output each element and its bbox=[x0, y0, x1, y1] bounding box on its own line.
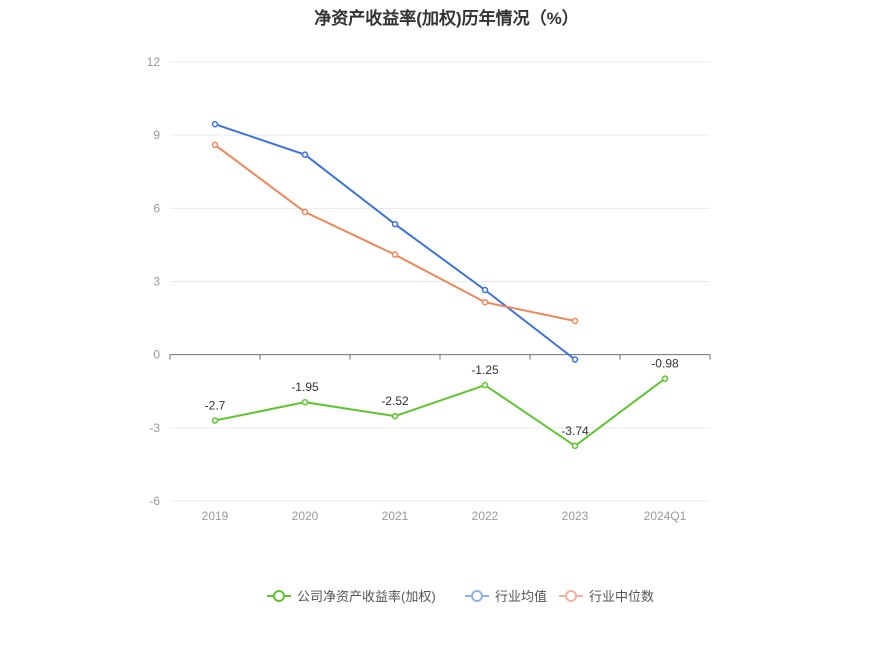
y-tick-label: 3 bbox=[153, 275, 160, 289]
series-lines bbox=[211, 120, 669, 450]
axes: 12 9 6 3 0 -3 -6 2019 2020 2021 2022 2023 2024Q1 bbox=[147, 55, 711, 523]
y-tick-label: 6 bbox=[153, 201, 160, 215]
y-tick-label: 9 bbox=[153, 128, 160, 142]
x-tick-label: 2020 bbox=[292, 509, 319, 523]
data-point bbox=[391, 251, 399, 258]
y-tick-label: 12 bbox=[147, 55, 161, 69]
data-label: -2.52 bbox=[381, 394, 409, 408]
y-tick-label: 0 bbox=[153, 348, 160, 362]
x-tick-label: 2024Q1 bbox=[644, 509, 687, 523]
data-point bbox=[301, 398, 309, 406]
x-tick-label: 2021 bbox=[382, 509, 409, 523]
legend-item[interactable]: 行业中位数 bbox=[559, 589, 654, 604]
legend-item[interactable]: 行业均值 bbox=[465, 589, 547, 604]
data-label: -1.95 bbox=[291, 380, 319, 394]
legend[interactable]: 公司净资产收益率(加权) 行业均值 行业中位数 bbox=[267, 589, 654, 604]
data-point bbox=[481, 381, 489, 389]
data-point bbox=[301, 151, 309, 158]
y-tick-label: -3 bbox=[149, 421, 160, 435]
data-point bbox=[571, 317, 579, 325]
legend-marker bbox=[471, 590, 483, 602]
data-labels: -2.7 -1.95 -2.52 -1.25 -3.74 -0.98 bbox=[205, 357, 679, 438]
data-point bbox=[391, 412, 399, 420]
data-point bbox=[571, 356, 579, 363]
x-tick-label: 2022 bbox=[472, 509, 499, 523]
x-tick-label: 2019 bbox=[202, 509, 229, 523]
series-line-2 bbox=[214, 144, 576, 322]
data-point bbox=[481, 286, 489, 294]
data-label: -1.25 bbox=[471, 363, 499, 377]
legend-label: 行业均值 bbox=[495, 589, 547, 604]
data-label: -2.7 bbox=[205, 399, 226, 413]
legend-label: 公司净资产收益率(加权) bbox=[297, 589, 436, 604]
legend-marker bbox=[273, 590, 285, 602]
data-point bbox=[661, 375, 669, 382]
y-tick-label: -6 bbox=[149, 494, 160, 508]
series-line-1 bbox=[214, 123, 576, 361]
data-point bbox=[211, 120, 219, 128]
grid-lines bbox=[170, 61, 710, 502]
data-point bbox=[391, 220, 399, 228]
legend-label: 行业中位数 bbox=[589, 589, 654, 604]
legend-marker bbox=[565, 590, 577, 602]
x-tick-label: 2023 bbox=[562, 509, 589, 523]
chart-title: 净资产收益率(加权)历年情况（%） bbox=[314, 9, 579, 28]
data-point bbox=[571, 442, 579, 450]
data-label: -3.74 bbox=[561, 424, 589, 438]
data-point bbox=[301, 208, 309, 216]
data-point bbox=[211, 141, 219, 149]
data-point bbox=[481, 298, 489, 306]
data-label: -0.98 bbox=[651, 357, 679, 371]
data-point bbox=[211, 417, 219, 424]
series-line-0 bbox=[214, 377, 666, 448]
legend-item[interactable]: 公司净资产收益率(加权) bbox=[267, 589, 436, 604]
